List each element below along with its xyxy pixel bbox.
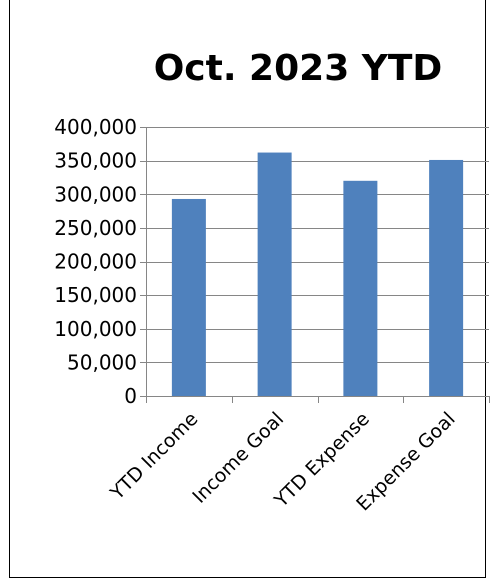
y-tick-label: 100,000 — [54, 317, 137, 341]
y-axis-tick-labels: 0 50,000 100,000 150,000 200,000 250,000 300,0… — [54, 115, 137, 408]
bars — [171, 152, 464, 396]
bar — [343, 180, 378, 396]
y-tick-label: 0 — [124, 384, 137, 408]
chart-title: Oct. 2023 YTD — [154, 48, 443, 89]
y-tick-label: 350,000 — [54, 149, 137, 173]
y-tick-label: 150,000 — [54, 283, 137, 307]
y-tick-label: 200,000 — [54, 250, 137, 274]
y-tick-label: 50,000 — [67, 350, 137, 374]
bar — [171, 198, 206, 396]
y-tick-label: 400,000 — [54, 115, 137, 139]
bar — [257, 152, 292, 396]
y-tick-label: 250,000 — [54, 216, 137, 240]
chart-frame — [9, 0, 486, 578]
axes — [140, 127, 490, 403]
y-tick-label: 300,000 — [54, 182, 137, 206]
bar — [429, 159, 464, 396]
x-category-label: YTD Income — [106, 408, 203, 505]
